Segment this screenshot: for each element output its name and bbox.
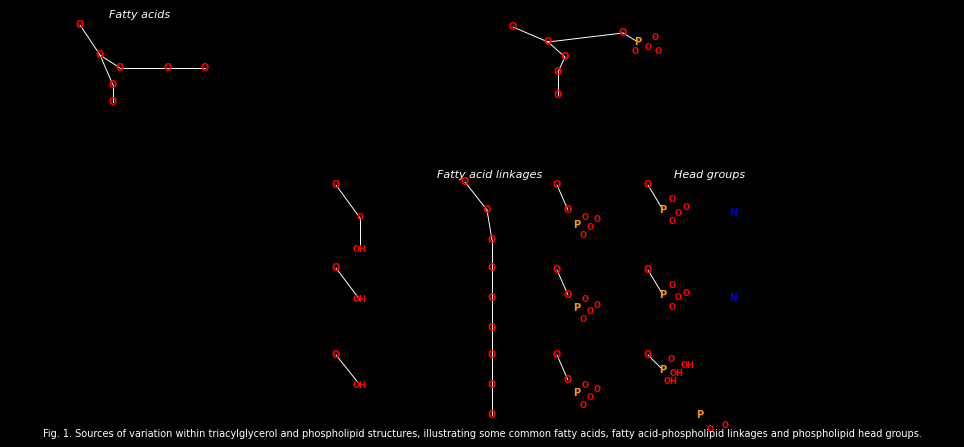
Text: O: O	[644, 180, 652, 190]
Text: P: P	[696, 410, 704, 420]
Text: P: P	[659, 205, 666, 215]
Text: O: O	[645, 42, 652, 51]
Text: O: O	[201, 63, 209, 73]
Text: Fatty acid linkages: Fatty acid linkages	[438, 170, 543, 180]
Text: O: O	[586, 392, 594, 401]
Text: OH: OH	[353, 245, 367, 254]
Text: Fig. 1. Sources of variation within triacylglycerol and phospholipid structures,: Fig. 1. Sources of variation within tria…	[42, 429, 922, 439]
Text: O: O	[488, 323, 496, 333]
Text: O: O	[564, 375, 572, 385]
Text: O: O	[109, 80, 117, 90]
Text: O: O	[594, 385, 601, 395]
Text: P: P	[574, 388, 580, 398]
Text: O: O	[332, 180, 340, 190]
Text: O: O	[707, 426, 713, 434]
Text: O: O	[594, 300, 601, 309]
Text: O: O	[586, 224, 594, 232]
Text: O: O	[594, 215, 601, 224]
Text: O: O	[554, 90, 562, 100]
Text: O: O	[668, 195, 676, 204]
Text: O: O	[675, 208, 682, 218]
Text: P: P	[634, 37, 642, 47]
Text: Head groups: Head groups	[675, 170, 745, 180]
Text: O: O	[76, 20, 84, 30]
Text: O: O	[581, 212, 588, 222]
Text: O: O	[357, 214, 363, 223]
Text: N: N	[729, 208, 737, 218]
Text: O: O	[553, 350, 561, 360]
Text: O: O	[116, 63, 124, 73]
Text: O: O	[586, 308, 594, 316]
Text: O: O	[564, 205, 572, 215]
Text: O: O	[332, 350, 340, 360]
Text: OH: OH	[664, 378, 678, 387]
Text: O: O	[644, 265, 652, 275]
Text: O: O	[95, 50, 104, 60]
Text: O: O	[668, 303, 676, 312]
Text: O: O	[581, 380, 588, 389]
Text: OH: OH	[681, 360, 695, 370]
Text: O: O	[619, 28, 628, 38]
Text: O: O	[667, 355, 675, 364]
Text: P: P	[659, 365, 666, 375]
Text: O: O	[631, 47, 638, 56]
Text: O: O	[564, 290, 572, 300]
Text: P: P	[574, 303, 580, 313]
Text: OH: OH	[670, 368, 683, 378]
Text: O: O	[683, 203, 689, 212]
Text: O: O	[164, 63, 173, 73]
Text: O: O	[561, 52, 569, 62]
Text: O: O	[553, 265, 561, 275]
Text: O: O	[644, 350, 652, 360]
Text: O: O	[461, 177, 469, 187]
Text: O: O	[509, 22, 517, 32]
Text: O: O	[668, 218, 676, 227]
Text: O: O	[579, 231, 586, 240]
Text: O: O	[488, 410, 496, 420]
Text: N: N	[729, 293, 737, 303]
Text: P: P	[659, 290, 666, 300]
Text: O: O	[581, 295, 588, 304]
Text: O: O	[483, 205, 491, 215]
Text: O: O	[553, 180, 561, 190]
Text: O: O	[683, 288, 689, 298]
Text: P: P	[574, 220, 580, 230]
Text: O: O	[721, 421, 729, 430]
Text: O: O	[675, 294, 682, 303]
Text: O: O	[579, 401, 586, 409]
Text: O: O	[488, 293, 496, 303]
Text: O: O	[655, 47, 661, 56]
Text: O: O	[488, 235, 496, 245]
Text: O: O	[652, 34, 658, 42]
Text: O: O	[332, 263, 340, 273]
Text: O: O	[488, 350, 496, 360]
Text: O: O	[488, 380, 496, 390]
Text: O: O	[488, 263, 496, 273]
Text: O: O	[544, 37, 552, 47]
Text: Fatty acids: Fatty acids	[110, 10, 171, 20]
Text: O: O	[579, 316, 586, 325]
Text: OH: OH	[353, 380, 367, 389]
Text: O: O	[668, 281, 676, 290]
Text: OH: OH	[353, 295, 367, 304]
Text: O: O	[554, 67, 562, 77]
Text: O: O	[109, 97, 117, 107]
